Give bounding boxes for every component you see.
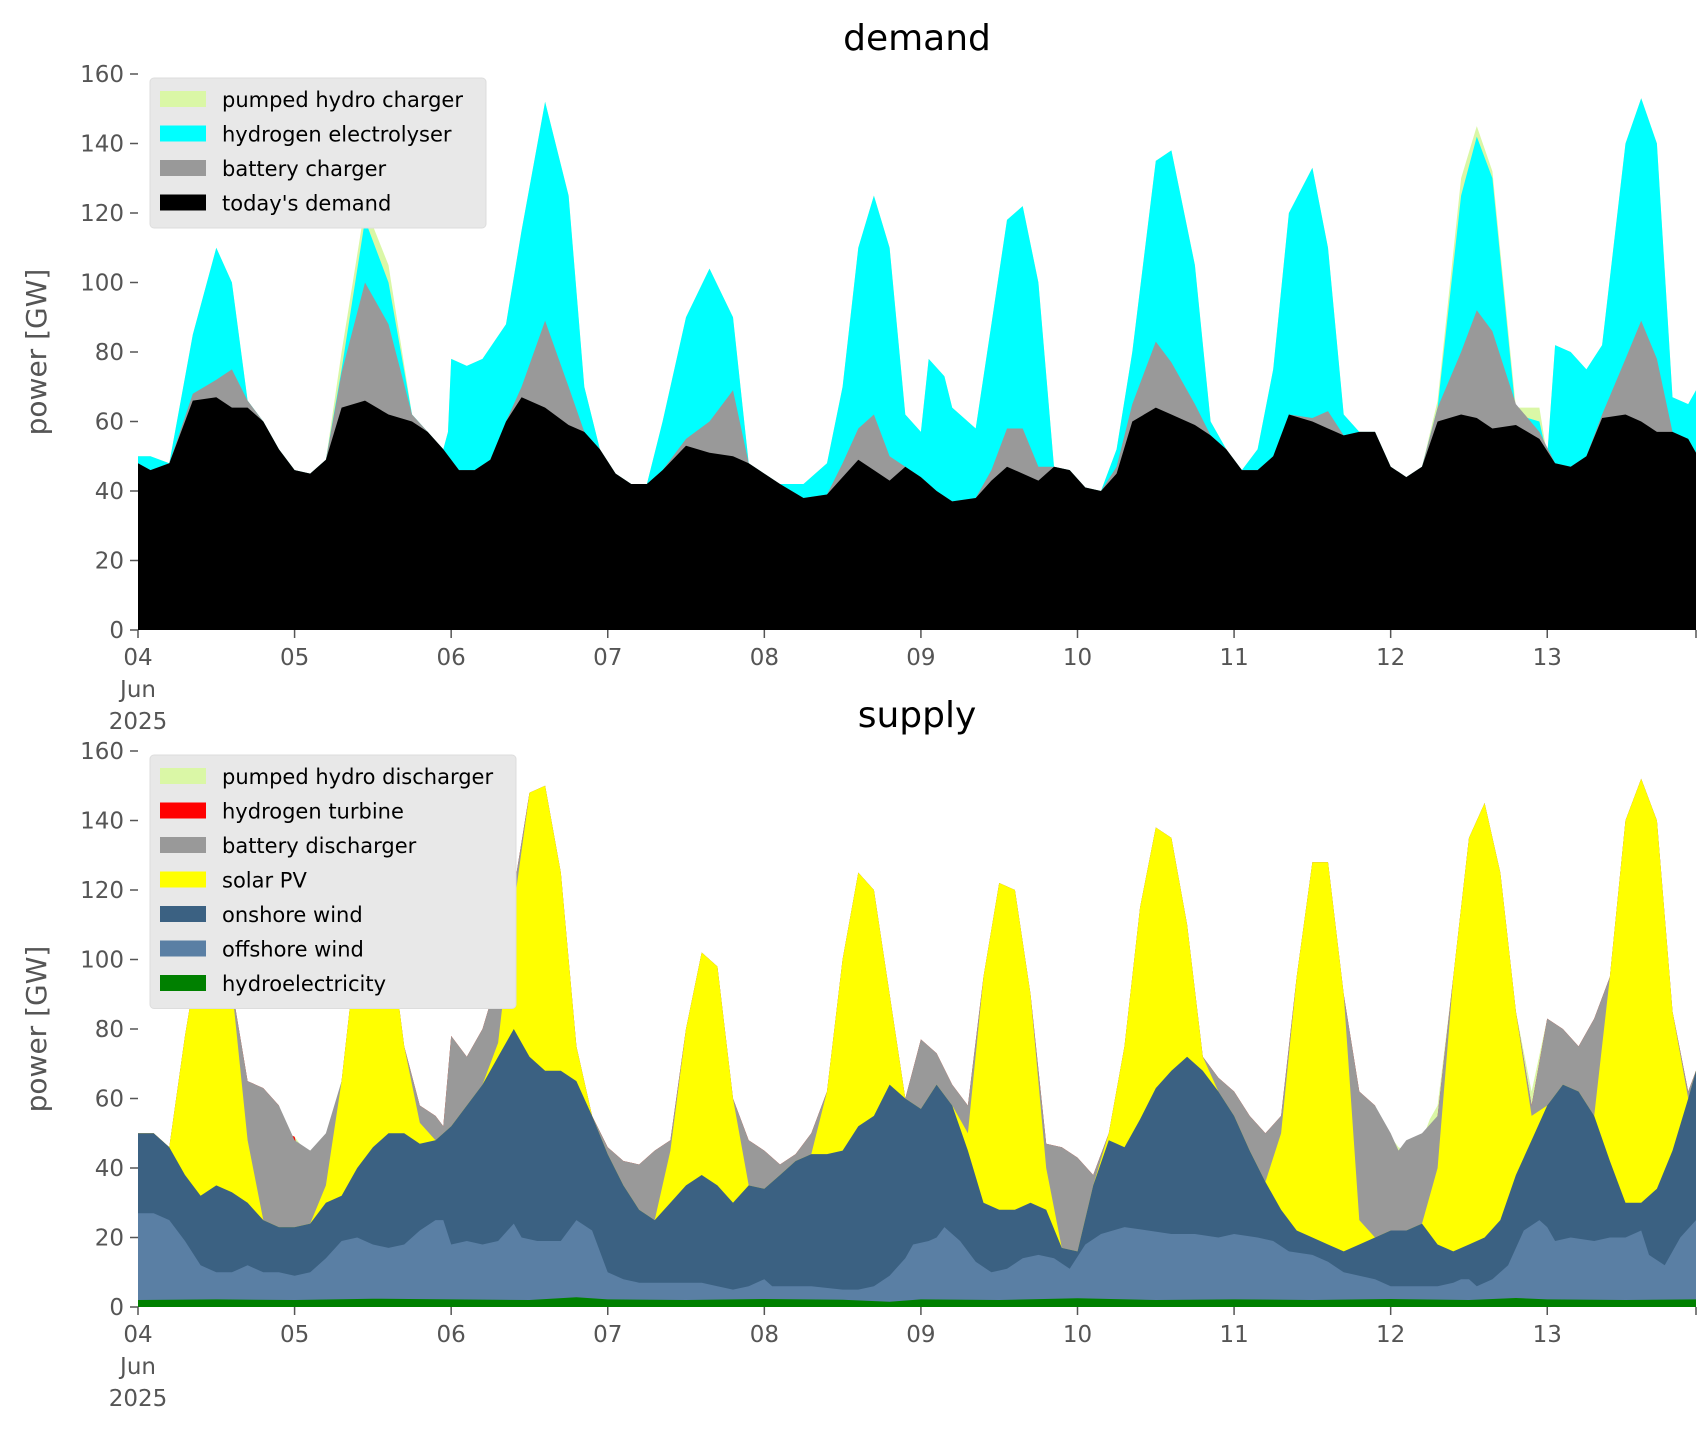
legend-swatch-onshore-wind: [160, 906, 206, 922]
area-hydroelectricity: [138, 1297, 1696, 1307]
legend-box: [149, 754, 517, 1009]
y-tick-label: 140: [80, 132, 124, 158]
legend-label-battery-charger: battery charger: [222, 157, 387, 181]
y-tick-label: 0: [109, 618, 124, 644]
legend-label-hydroelectricity: hydroelectricity: [222, 972, 386, 996]
x-tick-label: 09: [906, 1322, 935, 1348]
area-series-group: [138, 778, 1696, 1307]
x-tick-label: 08: [750, 645, 779, 671]
y-tick-label: 60: [95, 1087, 124, 1113]
x-tick-sublabel: Jun: [118, 677, 156, 703]
demand-panel: demand 0 20 40 60 80 100 120 140 160 power [GW] 04 J…: [20, 18, 1697, 735]
y-tick-label: 160: [80, 739, 124, 765]
y-tick-label: 60: [95, 410, 124, 436]
legend: pumped hydro discharger hydrogen turbine b…: [149, 754, 517, 1009]
x-tick-label: 04: [123, 645, 152, 671]
y-tick-label: 140: [80, 809, 124, 835]
y-tick-label: 80: [95, 340, 124, 366]
y-tick-label: 80: [95, 1017, 124, 1043]
legend-label-hydrogen-electrolyser: hydrogen electrolyser: [222, 123, 452, 147]
y-tick-label: 120: [80, 878, 124, 904]
legend-swatch-battery-charger: [160, 160, 206, 176]
legend-label-offshore-wind: offshore wind: [222, 938, 364, 962]
legend-swatch-today-s-demand: [160, 194, 206, 211]
x-axis: 04 Jun 2025 05 06 07 08 09 10 11 12 13: [109, 1307, 1697, 1412]
y-tick-label: 40: [95, 1156, 124, 1182]
x-tick-label: 13: [1533, 645, 1562, 671]
x-tick-label: 10: [1063, 645, 1092, 671]
y-tick-label: 20: [95, 549, 124, 575]
y-tick-label: 0: [109, 1295, 124, 1321]
y-axis-label: power [GW]: [20, 946, 53, 1113]
x-tick-label: 09: [906, 645, 935, 671]
area-onshore-wind: [138, 1029, 1696, 1307]
legend-label-today-s-demand: today's demand: [222, 192, 391, 216]
x-tick-label: 13: [1533, 1322, 1562, 1348]
legend-swatch-hydrogen-electrolyser: [160, 125, 206, 142]
legend-swatch-hydroelectricity: [160, 975, 206, 991]
legend-swatch-battery-discharger: [160, 837, 206, 853]
supply-title: supply: [858, 695, 977, 736]
x-tick-label: 11: [1219, 1322, 1248, 1348]
x-axis: 04 Jun 2025 05 06 07 08 09 10 11 12 13: [109, 630, 1697, 735]
legend: pumped hydro charger hydrogen electrolyse…: [149, 77, 487, 229]
x-tick-label: 05: [280, 645, 309, 671]
area-offshore-wind: [138, 1213, 1696, 1307]
legend-label-onshore-wind: onshore wind: [222, 903, 363, 927]
x-tick-sublabel: Jun: [118, 1354, 156, 1380]
legend-label-hydrogen-turbine: hydrogen turbine: [222, 800, 404, 824]
y-tick-label: 40: [95, 479, 124, 505]
legend-swatch-pumped-hydro-charger: [160, 91, 206, 107]
x-tick-sublabel: 2025: [109, 1386, 168, 1412]
legend-swatch-offshore-wind: [160, 940, 206, 957]
y-tick-label: 120: [80, 201, 124, 227]
legend-swatch-hydrogen-turbine: [160, 802, 206, 819]
legend-label-battery-discharger: battery discharger: [222, 834, 417, 858]
x-tick-label: 07: [593, 645, 622, 671]
legend-label-pumped-hydro-charger: pumped hydro charger: [222, 88, 463, 112]
y-axis: 0 20 40 60 80 100 120 140 160 power [GW]: [20, 739, 138, 1321]
x-tick-label: 06: [437, 1322, 466, 1348]
area-today-s-demand: [138, 397, 1696, 630]
x-tick-label: 12: [1376, 1322, 1405, 1348]
y-axis: 0 20 40 60 80 100 120 140 160 power [GW]: [20, 62, 138, 644]
x-tick-label: 07: [593, 1322, 622, 1348]
x-tick-label: 08: [750, 1322, 779, 1348]
y-tick-label: 100: [80, 948, 124, 974]
x-tick-label: 12: [1376, 645, 1405, 671]
legend-box: [149, 77, 487, 229]
legend-swatch-solar-pv: [160, 871, 206, 888]
legend-label-pumped-hydro-discharger: pumped hydro discharger: [222, 765, 493, 789]
x-tick-sublabel: 2025: [109, 709, 168, 735]
x-tick-label: 10: [1063, 1322, 1092, 1348]
supply-panel: supply 0 20 40 60 80 100 120 140 160 power [GW] 04 J…: [20, 695, 1697, 1412]
y-tick-label: 20: [95, 1226, 124, 1252]
x-tick-label: 05: [280, 1322, 309, 1348]
demand-title: demand: [843, 18, 991, 59]
y-tick-label: 100: [80, 271, 124, 297]
area-series-group: [138, 98, 1696, 631]
x-tick-label: 11: [1219, 645, 1248, 671]
y-axis-label: power [GW]: [20, 269, 53, 436]
legend-swatch-pumped-hydro-discharger: [160, 768, 206, 784]
y-tick-label: 160: [80, 62, 124, 88]
x-tick-label: 06: [437, 645, 466, 671]
legend-label-solar-pv: solar PV: [222, 869, 307, 893]
x-tick-label: 04: [123, 1322, 152, 1348]
